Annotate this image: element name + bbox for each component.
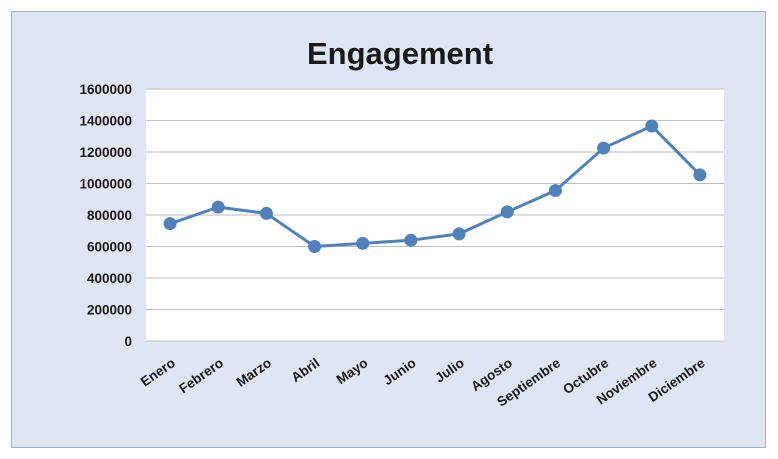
y-tick-label: 800000 xyxy=(87,208,132,223)
data-point-enero xyxy=(163,217,177,231)
y-tick-label: 400000 xyxy=(87,271,132,286)
data-point-diciembre xyxy=(693,168,707,182)
y-axis-ticks: 0 200000 400000 600000 800000 1000000 1200000 1… xyxy=(79,82,132,349)
gridlines xyxy=(146,88,724,342)
data-point-febrero xyxy=(211,200,225,214)
x-tick-label: Febrero xyxy=(176,355,226,396)
x-tick-label: Abril xyxy=(288,355,322,385)
y-tick-label: 200000 xyxy=(87,303,132,318)
y-tick-label: 0 xyxy=(124,334,132,349)
data-point-septiembre xyxy=(548,184,562,198)
y-tick-label: 1200000 xyxy=(79,145,132,160)
series-layer xyxy=(163,119,707,253)
data-point-octubre xyxy=(597,141,611,155)
x-tick-label: Mayo xyxy=(334,355,371,387)
y-tick-label: 600000 xyxy=(87,240,132,255)
series-line xyxy=(169,124,701,248)
x-tick-label: Junio xyxy=(381,355,419,388)
y-tick-label: 1000000 xyxy=(79,177,132,192)
data-point-noviembre xyxy=(645,119,659,133)
x-tick-label: Julio xyxy=(432,355,466,385)
x-tick-label: Marzo xyxy=(234,355,275,390)
y-tick-label: 1600000 xyxy=(79,82,132,97)
data-point-junio xyxy=(404,233,418,247)
data-point-abril xyxy=(308,240,322,253)
chart-title: Engagement xyxy=(307,36,493,71)
x-tick-label: Enero xyxy=(138,355,178,389)
data-point-mayo xyxy=(356,236,370,250)
y-tick-label: 1400000 xyxy=(79,114,132,129)
data-point-julio xyxy=(452,227,466,241)
data-point-agosto xyxy=(500,205,514,219)
data-point-marzo xyxy=(259,206,273,220)
